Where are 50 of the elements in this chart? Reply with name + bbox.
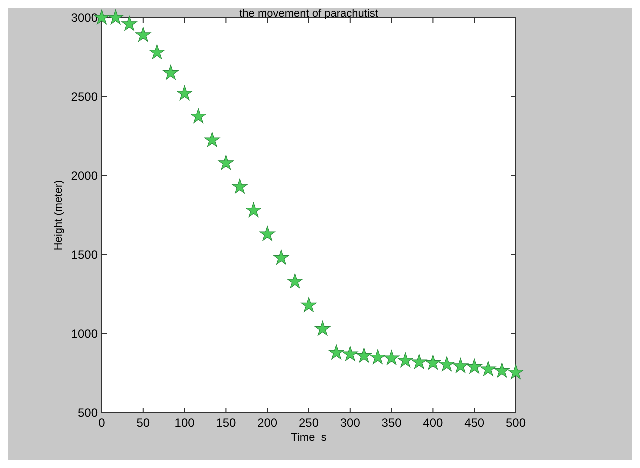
point bbox=[315, 321, 331, 336]
point bbox=[190, 108, 206, 124]
y-tick-label: 1000 bbox=[71, 327, 98, 341]
x-tick-label: 250 bbox=[298, 416, 320, 430]
point bbox=[328, 344, 344, 360]
y-axis-title: Height (meter) bbox=[53, 180, 65, 251]
point bbox=[398, 352, 414, 368]
x-tick-label: 0 bbox=[98, 416, 106, 430]
point bbox=[342, 346, 358, 362]
point bbox=[274, 250, 290, 265]
x-tick-label: 300 bbox=[340, 416, 361, 430]
y-tick-label: 2500 bbox=[71, 90, 98, 104]
y-tick-label: 500 bbox=[78, 406, 98, 420]
y-tick-label: 1500 bbox=[71, 248, 98, 262]
point bbox=[439, 356, 455, 372]
point bbox=[204, 132, 220, 148]
x-tick-label: 350 bbox=[382, 416, 402, 430]
x-tick-label: 100 bbox=[174, 416, 196, 430]
x-tick-label: 500 bbox=[506, 416, 526, 430]
point bbox=[232, 178, 248, 194]
x-tick-label: 150 bbox=[216, 416, 237, 430]
chart-title: the movement of parachutist bbox=[240, 8, 378, 20]
point bbox=[108, 10, 124, 25]
point bbox=[122, 16, 138, 32]
point bbox=[136, 27, 152, 42]
x-tick-label: 50 bbox=[136, 416, 150, 430]
point bbox=[508, 364, 524, 380]
point bbox=[494, 362, 510, 378]
point bbox=[301, 297, 317, 312]
point bbox=[480, 361, 496, 376]
point bbox=[425, 355, 442, 370]
point bbox=[176, 86, 193, 101]
point bbox=[260, 226, 276, 242]
point bbox=[149, 44, 166, 60]
point bbox=[163, 65, 179, 80]
point bbox=[246, 202, 262, 218]
point bbox=[452, 358, 469, 374]
x-axis-title: Time s bbox=[291, 432, 328, 444]
x-tick-label: 200 bbox=[258, 416, 278, 430]
point bbox=[466, 358, 482, 374]
y-tick-label: 3000 bbox=[71, 11, 98, 25]
x-tick-label: 400 bbox=[423, 416, 444, 430]
point bbox=[356, 348, 372, 363]
point bbox=[384, 350, 400, 366]
point bbox=[370, 350, 386, 364]
y-tick-label: 2000 bbox=[71, 169, 98, 183]
point bbox=[287, 274, 303, 289]
x-tick-label: 450 bbox=[464, 416, 485, 430]
point bbox=[218, 155, 234, 170]
point bbox=[412, 354, 428, 370]
